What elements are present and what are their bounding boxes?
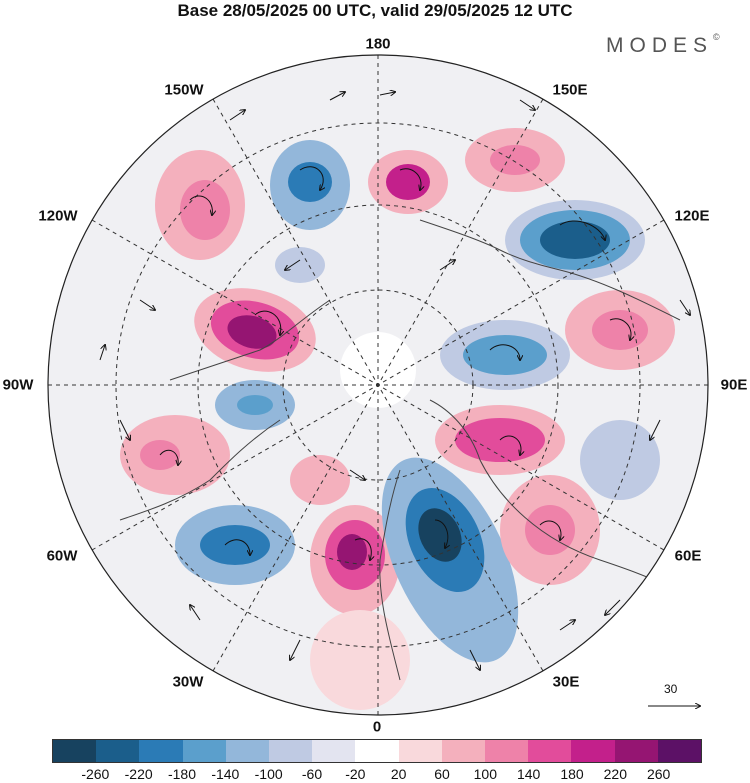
colorbar-segment	[225, 740, 270, 762]
lon-label-120e: 120E	[674, 207, 710, 225]
map-border	[47, 54, 709, 716]
lon-label-120w: 120W	[38, 207, 78, 225]
colorbar-segment	[312, 740, 356, 762]
blob-ssw-pink	[290, 455, 410, 710]
lon-label-bottom: 0	[372, 718, 382, 736]
colorbar-segment	[614, 740, 658, 762]
colorbar-tick-label: -260	[81, 766, 110, 782]
blob-e-lightblue	[275, 247, 660, 500]
blob-w-magenta	[194, 288, 316, 372]
lon-label-top: 180	[365, 35, 391, 53]
blob-se-blue	[381, 457, 519, 663]
page-title: Base 28/05/2025 00 UTC, valid 29/05/2025…	[177, 1, 573, 20]
blob-ne-blue	[505, 200, 645, 280]
colorbar-tick-label: 260	[646, 766, 671, 782]
blob-sw-blue	[175, 505, 295, 585]
flow-arrows	[99, 92, 690, 670]
lon-label-150e: 150E	[552, 81, 588, 99]
colorbar-tick-label: -220	[124, 766, 153, 782]
colorbar-segment	[441, 740, 486, 762]
colorbar-segment	[485, 740, 529, 762]
colorbar-segment	[182, 740, 226, 762]
blob-e-blue	[440, 320, 570, 390]
colorbar-tick-label: -60	[301, 766, 323, 782]
blob-n-magenta	[368, 150, 448, 214]
lon-label-left: 90W	[2, 376, 34, 394]
colorbar-segment	[528, 740, 572, 762]
brand-name: MODES	[606, 34, 714, 57]
blob-wsw-pink	[120, 415, 230, 495]
blob-nw-pink	[155, 150, 245, 260]
coastlines	[119, 219, 691, 681]
blob-s-magenta	[310, 505, 400, 615]
colorbar-segment	[355, 740, 399, 762]
lon-label-60w: 60W	[46, 547, 78, 565]
lon-label-30e: 30E	[552, 673, 580, 691]
colorbar-segment	[657, 740, 702, 762]
colorbar-tick-label: 100	[473, 766, 498, 782]
colorbar-tick-label: -100	[254, 766, 283, 782]
colorbar-segment	[571, 740, 615, 762]
graticule	[48, 55, 708, 715]
colorbar-tick-label: 220	[603, 766, 628, 782]
colorbar-tick-label: -140	[211, 766, 240, 782]
colorbar	[52, 739, 702, 763]
blob-se-pink	[500, 475, 600, 585]
colorbar-segment	[139, 740, 183, 762]
colorbar-tick-label: 20	[390, 766, 407, 782]
colorbar-segment	[269, 740, 313, 762]
colorbar-segment	[398, 740, 442, 762]
lon-label-60e: 60E	[674, 547, 702, 565]
colorbar-segment	[96, 740, 140, 762]
colorbar-tick-label: -20	[345, 766, 366, 782]
colorbar-tick-label: -180	[167, 766, 197, 782]
colorbar-tick-label: 180	[560, 766, 584, 782]
vector-reference-label: 30	[664, 682, 678, 696]
lon-label-right: 90E	[720, 376, 748, 394]
colorbar-tick-label: 60	[434, 766, 450, 782]
blob-w-blue	[215, 380, 295, 430]
blob-ne-pink	[565, 290, 675, 370]
lon-label-150w: 150W	[164, 81, 204, 99]
blob-n-blue	[270, 140, 350, 230]
brand-mark: ©	[713, 32, 720, 42]
anomaly-field	[48, 55, 708, 715]
blob-nne-pink	[465, 128, 565, 192]
colorbar-tick-label: 140	[516, 766, 541, 782]
colorbar-segment	[53, 740, 97, 762]
brand-logo: MODES©	[606, 32, 720, 58]
lon-label-30w: 30W	[172, 673, 204, 691]
